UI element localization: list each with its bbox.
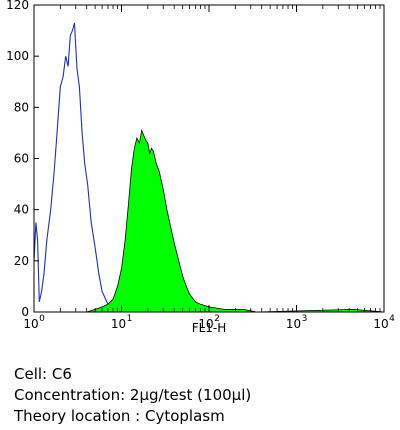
x-tick-label-base: 10 bbox=[111, 317, 126, 331]
chart-marks bbox=[33, 22, 385, 313]
y-tick-label: 120 bbox=[6, 0, 29, 12]
y-tick-label: 20 bbox=[14, 254, 29, 268]
axis-ticks bbox=[33, 4, 385, 313]
x-tick-label-base: 10 bbox=[373, 317, 388, 331]
sample-caption: Cell: C6 Concentration: 2µg/test (100µl)… bbox=[14, 364, 251, 427]
x-tick-label-base: 10 bbox=[23, 317, 38, 331]
x-tick-label-exponent: 3 bbox=[302, 314, 308, 324]
x-axis-title: FL1-H bbox=[192, 321, 227, 335]
series-1-filled-histogram bbox=[86, 128, 385, 313]
y-tick-label: 60 bbox=[14, 152, 29, 166]
y-tick-label: 80 bbox=[14, 100, 29, 114]
plot-frame bbox=[33, 4, 385, 313]
y-tick-labels: 0 20 40 60 80 100 120 bbox=[6, 0, 29, 319]
y-tick-label: 100 bbox=[6, 49, 29, 63]
x-tick-label-exponent: 1 bbox=[127, 314, 133, 324]
y-tick-label: 0 bbox=[21, 305, 29, 319]
cell-line-text: Cell: C6 bbox=[14, 365, 72, 383]
y-tick-label: 40 bbox=[14, 203, 29, 217]
x-tick-label-base: 10 bbox=[286, 317, 301, 331]
concentration-text: Concentration: 2µg/test (100µl) bbox=[14, 386, 252, 404]
x-tick-label-exponent: 4 bbox=[389, 314, 395, 324]
x-tick-labels: 10 0 10 1 10 2 10 3 10 4 bbox=[23, 314, 395, 331]
x-tick-label-exponent: 2 bbox=[214, 314, 220, 324]
series-0-outline-histogram bbox=[33, 22, 116, 313]
theory-location-text: Theory location : Cytoplasm bbox=[14, 407, 225, 425]
x-tick-label-base: 10 bbox=[198, 317, 213, 331]
x-tick-label-exponent: 0 bbox=[39, 314, 45, 324]
